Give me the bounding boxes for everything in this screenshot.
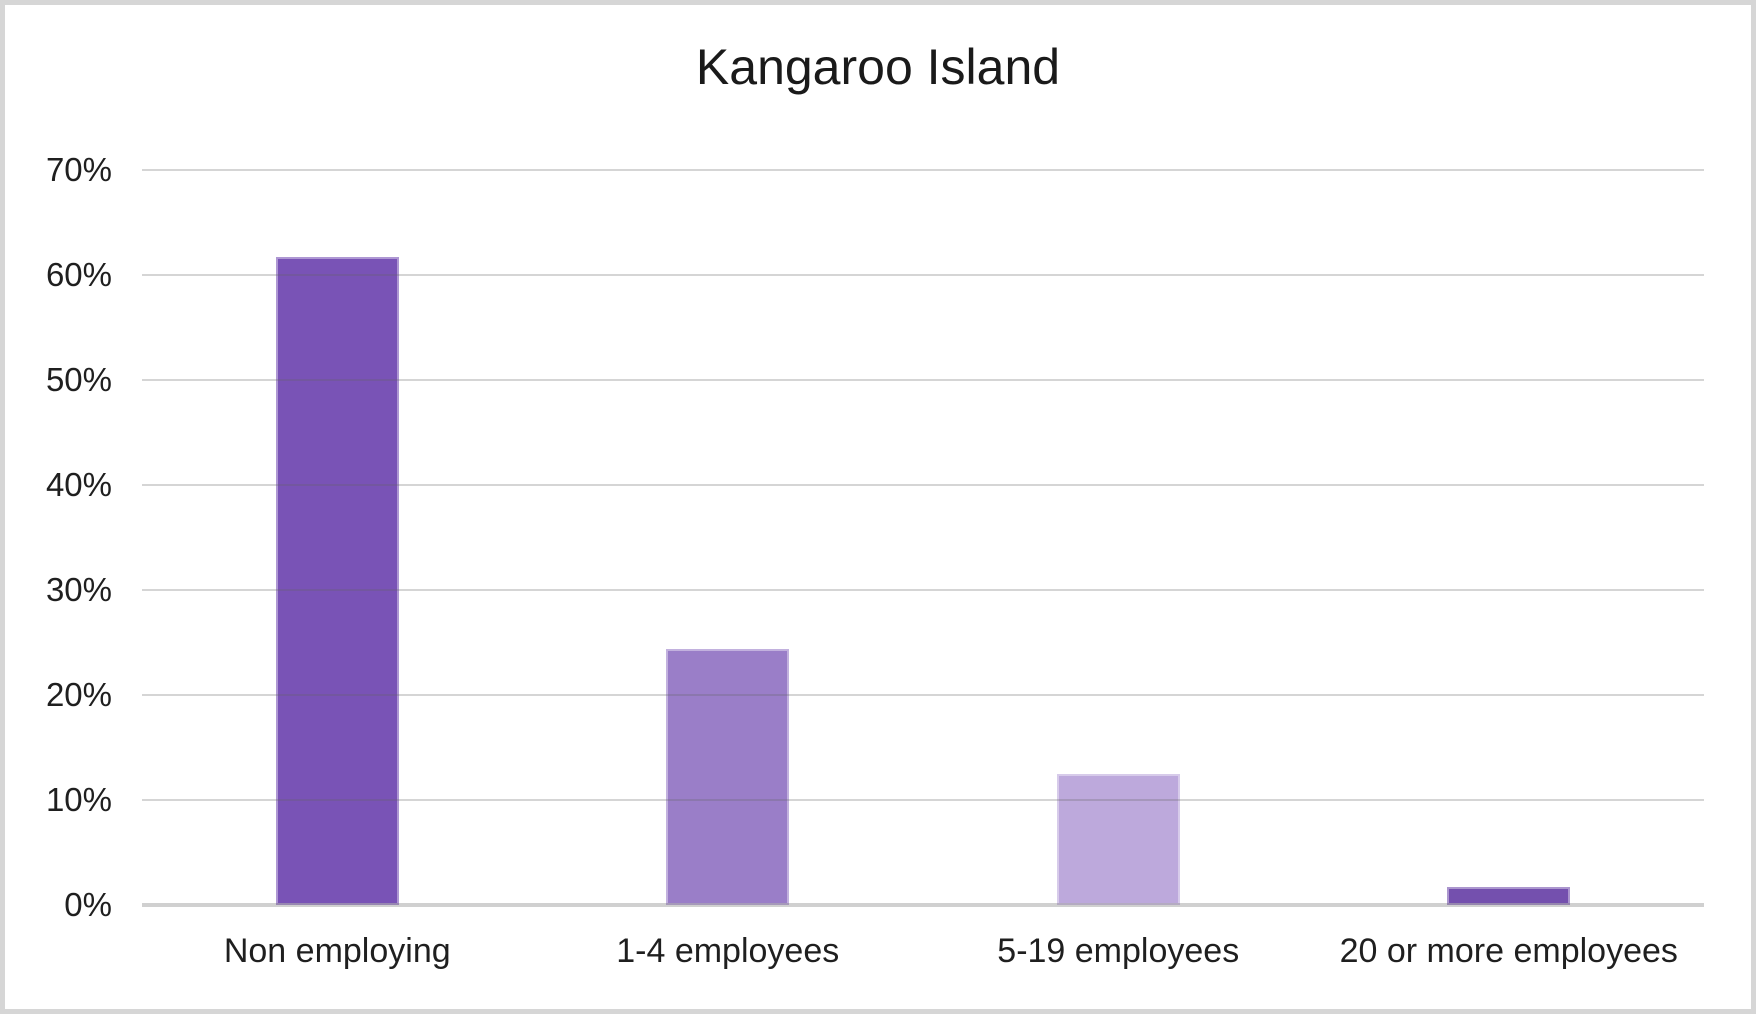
ytick-label-30: 30% bbox=[45, 571, 112, 608]
xtick-label-5-19-employees: 5-19 employees bbox=[997, 932, 1240, 970]
ytick-label-40: 40% bbox=[45, 466, 112, 503]
gridline-20 bbox=[142, 694, 1704, 696]
ytick-label-50: 50% bbox=[45, 361, 112, 398]
x-axis-line bbox=[142, 903, 1704, 907]
xtick-label-20-or-more-employees: 20 or more employees bbox=[1339, 932, 1678, 970]
ytick-label-0: 0% bbox=[64, 886, 112, 923]
xtick-label-1-4-employees: 1-4 employees bbox=[616, 932, 840, 970]
ytick-label-70: 70% bbox=[45, 151, 112, 188]
ytick-label-10: 10% bbox=[45, 781, 112, 818]
gridline-50 bbox=[142, 379, 1704, 381]
xtick-label-non-employing: Non employing bbox=[223, 932, 451, 970]
gridline-40 bbox=[142, 484, 1704, 486]
bar-5-19-employees bbox=[1056, 773, 1180, 905]
bar-20-or-more-employees bbox=[1447, 887, 1571, 905]
gridline-10 bbox=[142, 799, 1704, 801]
bar-1-4-employees bbox=[666, 648, 790, 905]
bar-non-employing bbox=[275, 257, 399, 905]
ytick-label-20: 20% bbox=[45, 676, 112, 713]
chart-title: Kangaroo Island bbox=[695, 39, 1061, 95]
gridline-70 bbox=[142, 169, 1704, 171]
ytick-label-60: 60% bbox=[45, 256, 112, 293]
gridline-60 bbox=[142, 274, 1704, 276]
gridline-30 bbox=[142, 589, 1704, 591]
